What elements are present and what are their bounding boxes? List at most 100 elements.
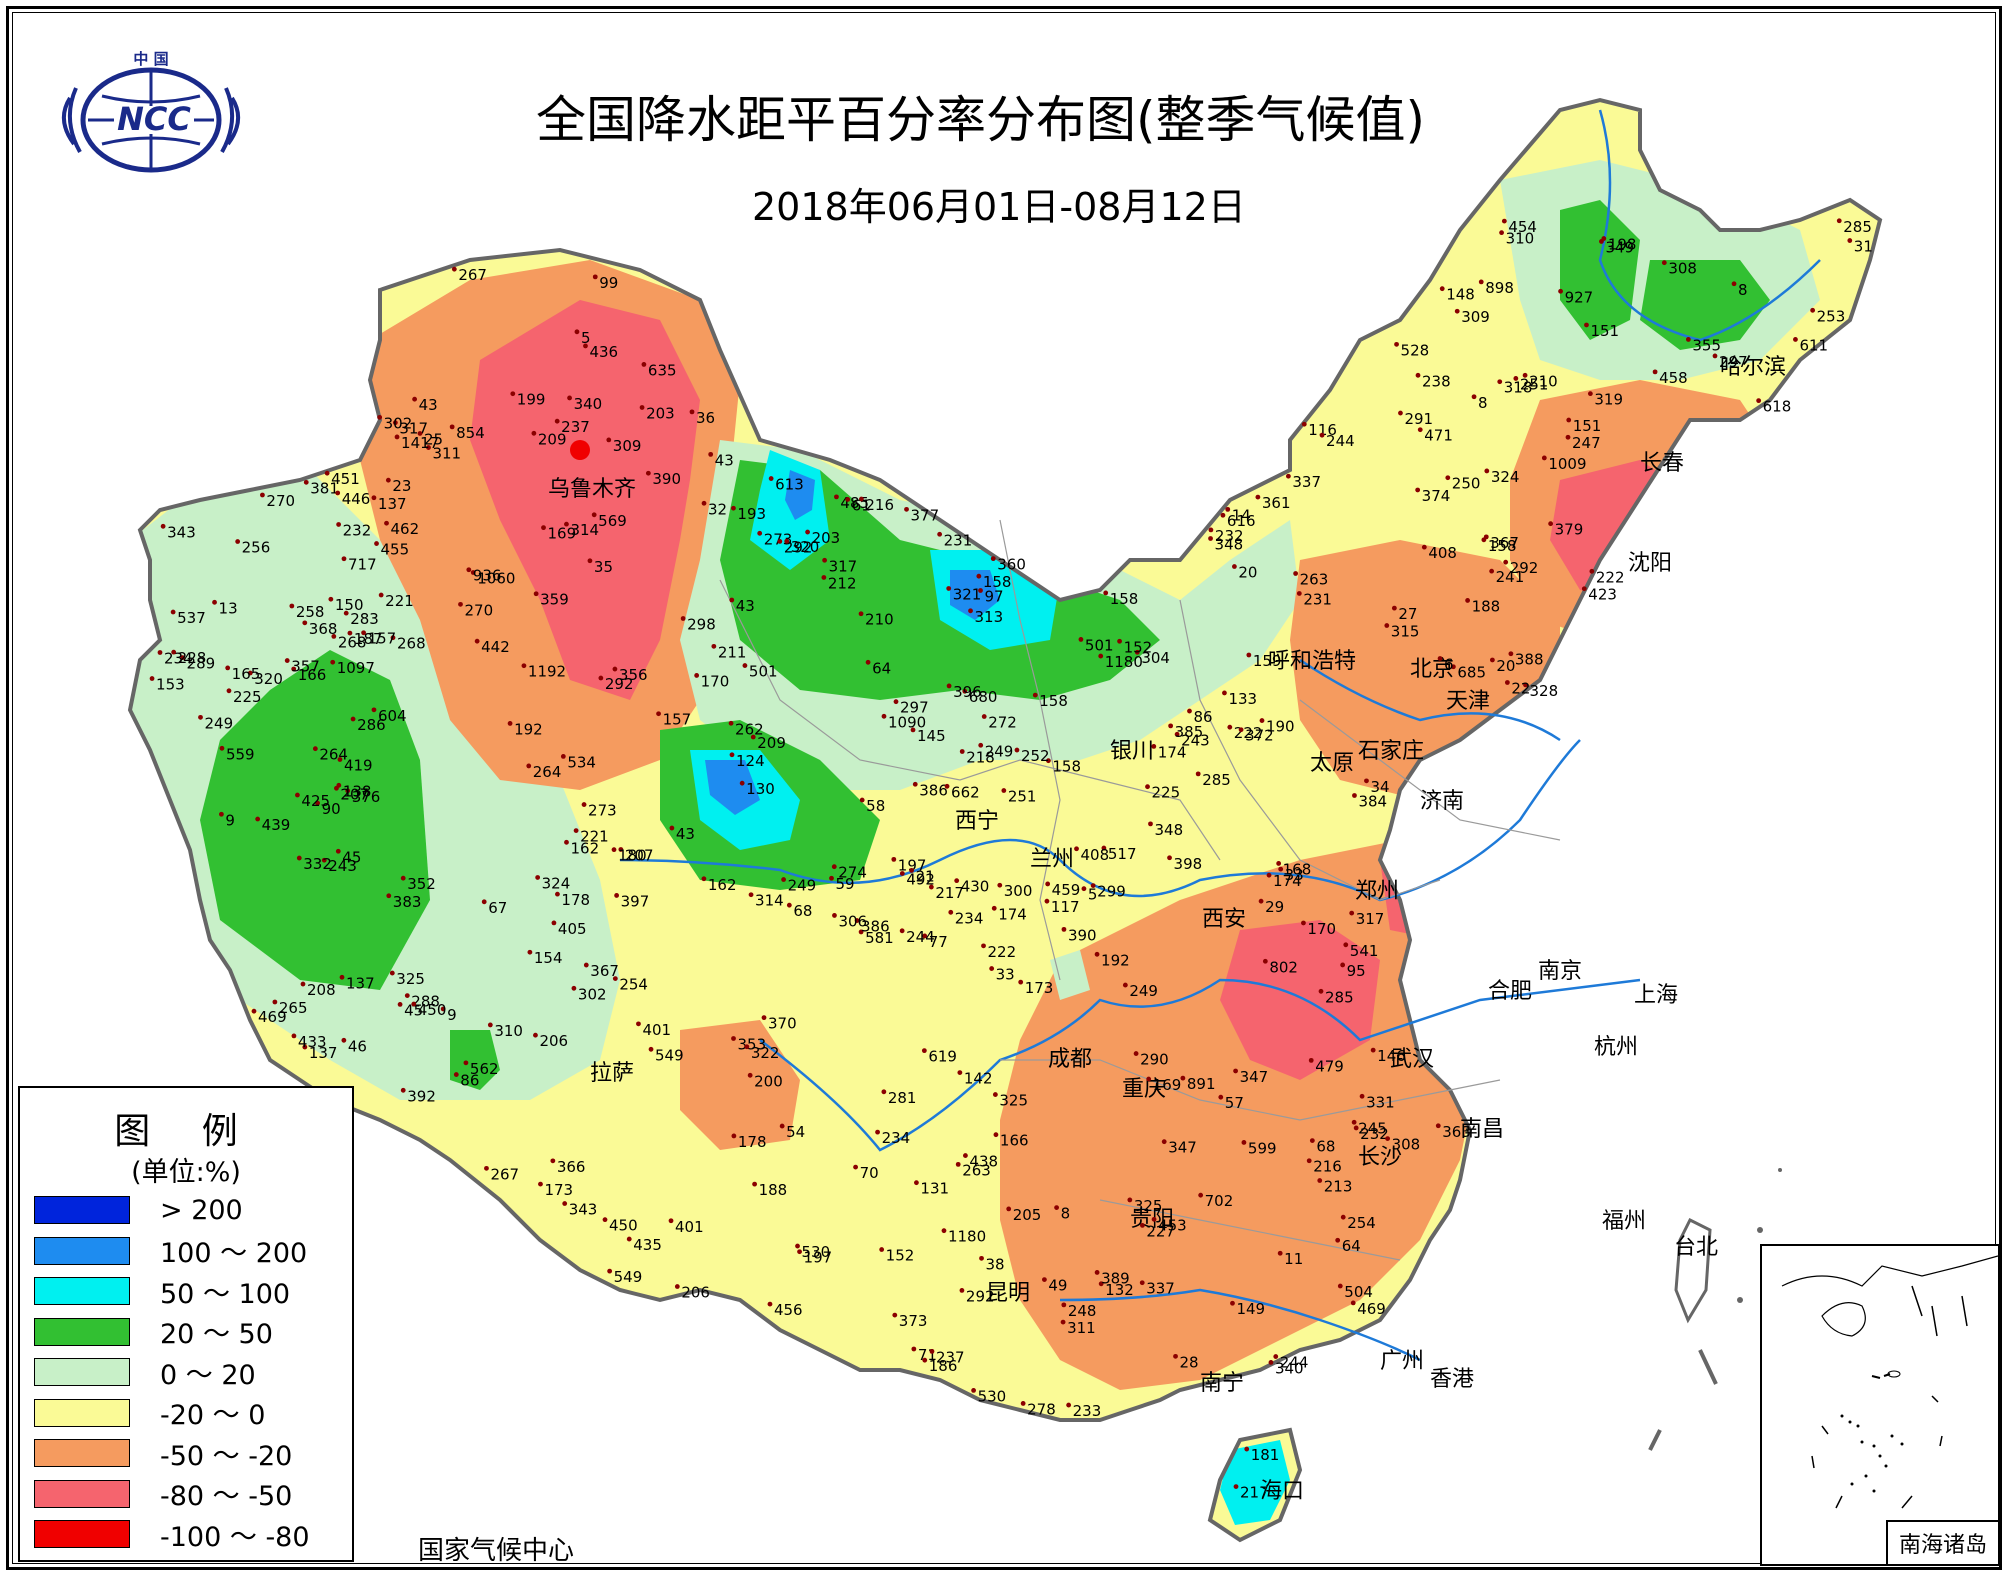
station-dot bbox=[538, 1181, 543, 1187]
station-dot bbox=[411, 1001, 417, 1007]
station-value: 233 bbox=[1073, 1402, 1102, 1420]
station-dot bbox=[1187, 708, 1192, 714]
station-dot bbox=[392, 420, 398, 426]
station-value: 90 bbox=[322, 800, 341, 818]
station-dot bbox=[1020, 1401, 1026, 1406]
station-value: 309 bbox=[613, 437, 642, 455]
station-value: 328 bbox=[1529, 682, 1558, 700]
station-value: 308 bbox=[1668, 260, 1697, 278]
station-dot bbox=[701, 500, 707, 506]
station-value: 199 bbox=[517, 391, 546, 409]
station-dot bbox=[526, 763, 532, 769]
station-value: 309 bbox=[1461, 308, 1490, 326]
station-value: 59 bbox=[835, 875, 854, 893]
station-dot bbox=[573, 828, 579, 833]
station-value: 9 bbox=[225, 811, 235, 829]
station-value: 438 bbox=[969, 1153, 998, 1171]
station-value: 292 bbox=[784, 538, 813, 556]
station-value: 190 bbox=[1266, 718, 1295, 736]
station-dot bbox=[474, 638, 480, 644]
legend-item: 100 ～ 200 bbox=[34, 1235, 307, 1269]
station-value: 54 bbox=[786, 1123, 805, 1141]
station-value: 320 bbox=[254, 670, 283, 688]
station-value: 162 bbox=[708, 876, 737, 894]
legend-item: -20 ～ 0 bbox=[34, 1397, 265, 1431]
station-dot bbox=[315, 800, 320, 806]
station-value: 227 bbox=[1146, 1222, 1175, 1240]
station-value: 317 bbox=[829, 557, 858, 575]
station-dot bbox=[959, 749, 965, 754]
station-dot bbox=[689, 409, 695, 415]
station-value: 225 bbox=[1152, 784, 1181, 802]
station-dot bbox=[198, 714, 203, 720]
station-dot bbox=[255, 816, 261, 822]
station-dot bbox=[1731, 281, 1737, 287]
station-value: 613 bbox=[775, 476, 804, 494]
station-value: 243 bbox=[1181, 731, 1210, 749]
city-label: 昆明 bbox=[986, 1281, 1030, 1306]
station-dot bbox=[955, 1161, 961, 1167]
station-value: 153 bbox=[156, 676, 185, 694]
station-dot bbox=[1415, 487, 1421, 493]
station-dot bbox=[968, 608, 973, 614]
station-value: 685 bbox=[1457, 664, 1486, 682]
station-value: 222 bbox=[1596, 568, 1625, 586]
station-dot bbox=[560, 754, 566, 759]
inset-map bbox=[1781, 1255, 1999, 1509]
station-dot bbox=[533, 591, 539, 597]
station-dot bbox=[912, 781, 918, 787]
station-value: 232 bbox=[1360, 1125, 1389, 1143]
station-dot bbox=[336, 782, 342, 788]
station-dot bbox=[470, 570, 476, 575]
station-dot bbox=[937, 531, 943, 537]
station-value: 46 bbox=[348, 1037, 367, 1055]
station-value: 469 bbox=[258, 1008, 287, 1026]
station-dot bbox=[1042, 1277, 1047, 1282]
city-label: 海口 bbox=[1260, 1479, 1304, 1504]
station-dot bbox=[1078, 637, 1084, 642]
station-value: 262 bbox=[735, 720, 764, 738]
station-value: 254 bbox=[1347, 1214, 1376, 1232]
city-label: 重庆 bbox=[1122, 1077, 1166, 1102]
station-dot bbox=[531, 430, 537, 436]
station-dot bbox=[1258, 898, 1264, 904]
station-dot bbox=[289, 603, 295, 609]
station-value: 459 bbox=[1052, 881, 1081, 899]
station-value: 8 bbox=[1738, 281, 1748, 299]
station-value: 286 bbox=[357, 716, 386, 734]
station-value: 283 bbox=[350, 610, 379, 628]
station-value: 97 bbox=[985, 587, 1004, 605]
station-dot bbox=[614, 893, 620, 898]
station-value: 454 bbox=[1508, 218, 1537, 236]
station-value: 569 bbox=[598, 512, 627, 530]
station-value: 357 bbox=[291, 658, 320, 676]
station-dot bbox=[1148, 821, 1153, 827]
station-dot bbox=[1421, 544, 1427, 550]
station-value: 446 bbox=[342, 490, 371, 508]
station-value: 381 bbox=[310, 479, 339, 497]
station-value: 386 bbox=[861, 918, 890, 936]
station-dot bbox=[550, 1158, 556, 1164]
station-value: 635 bbox=[648, 361, 677, 379]
station-value: 27 bbox=[1398, 605, 1417, 623]
station-dot bbox=[1503, 559, 1509, 565]
station-value: 70 bbox=[860, 1164, 879, 1182]
station-value: 249 bbox=[985, 742, 1014, 760]
station-value: 61 bbox=[852, 496, 871, 514]
station-value: 169 bbox=[548, 525, 577, 543]
legend-label: 20 ～ 50 bbox=[160, 1319, 273, 1350]
legend-label: -80 ～ -50 bbox=[160, 1481, 293, 1512]
station-value: 58 bbox=[866, 797, 885, 815]
station-value: 68 bbox=[793, 902, 812, 920]
station-value: 149 bbox=[1236, 1300, 1265, 1318]
station-value: 292 bbox=[605, 675, 634, 693]
station-dot bbox=[1246, 652, 1252, 658]
city-label: 上海 bbox=[1634, 983, 1678, 1008]
station-dot bbox=[562, 1201, 568, 1206]
station-value: 559 bbox=[226, 745, 255, 763]
station-dot bbox=[1370, 1047, 1376, 1053]
station-dot bbox=[639, 405, 645, 410]
station-value: 38 bbox=[986, 1255, 1005, 1273]
station-value: 1060 bbox=[477, 569, 515, 587]
station-value: 68 bbox=[1316, 1138, 1335, 1156]
